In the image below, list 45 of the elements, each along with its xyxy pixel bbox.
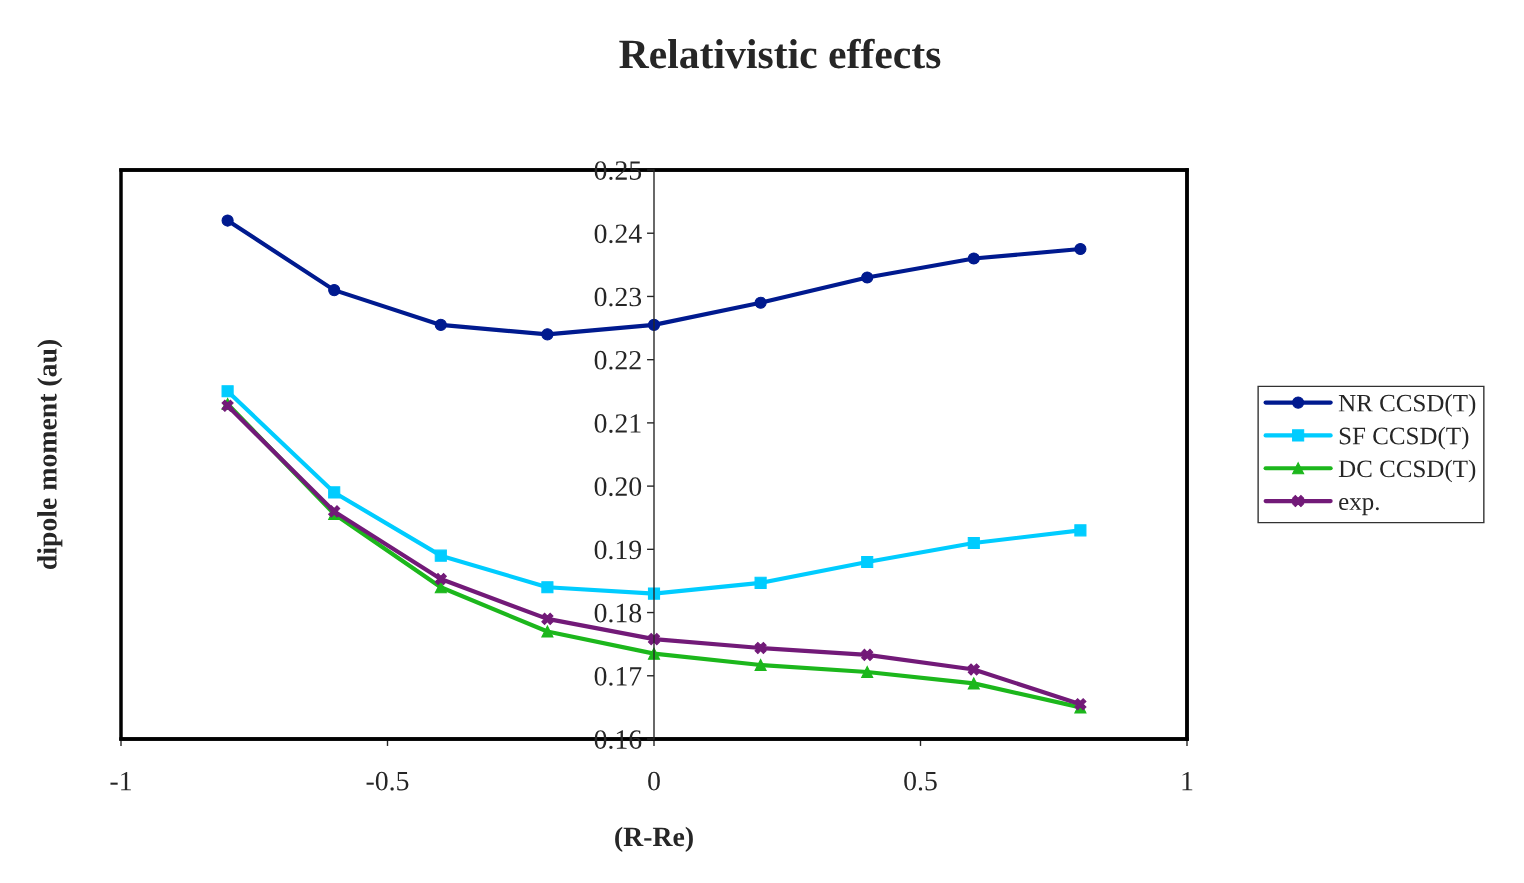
- point: [541, 328, 554, 341]
- y-tick-label: 0.24: [594, 224, 642, 244]
- legend-label: SF CCSD(T): [1339, 426, 1469, 450]
- y-tick-label: 0.21: [594, 414, 641, 433]
- point: [861, 648, 874, 661]
- point: [861, 271, 874, 284]
- y-tick-label: 0.23: [594, 287, 642, 307]
- chart-title: Relativistic effects: [619, 38, 941, 69]
- point: [328, 486, 341, 499]
- x-tick-label: -0.5: [366, 771, 409, 791]
- y-tick-label: 0.17: [594, 666, 642, 686]
- y-tick-label: 0.20: [594, 477, 642, 497]
- legend-label: exp.: [1339, 498, 1379, 516]
- point: [967, 536, 980, 550]
- x-tick-label: 0.5: [904, 771, 937, 791]
- point: [861, 555, 874, 569]
- point: [754, 296, 767, 309]
- point: [967, 677, 980, 690]
- point: [434, 572, 447, 586]
- point: [434, 549, 447, 562]
- legend-label: NR CCSD(T): [1338, 394, 1476, 417]
- point: [967, 663, 980, 676]
- point: [754, 576, 767, 589]
- point: [541, 612, 554, 625]
- point: [861, 665, 874, 679]
- y-axis-title: dipole moment (au): [37, 339, 63, 570]
- y-tick-label: 0.19: [594, 540, 642, 560]
- point: [328, 284, 341, 297]
- point: [221, 385, 234, 398]
- x-tick-label: -1: [110, 771, 131, 791]
- point: [754, 658, 767, 672]
- legend-label: DC CCSD(T): [1338, 459, 1476, 483]
- point: [541, 581, 554, 594]
- point: [541, 625, 554, 638]
- point: [221, 214, 234, 227]
- point: [1074, 524, 1087, 537]
- point: [754, 641, 767, 655]
- x-tick-label: 0: [648, 771, 660, 791]
- x-tick-label: 1: [1182, 771, 1193, 791]
- point: [434, 318, 447, 331]
- point: [967, 252, 980, 265]
- y-tick-label: 0.22: [594, 350, 641, 370]
- y-tick-label: 0.18: [594, 603, 642, 623]
- x-axis-title: (R-Re): [615, 826, 693, 852]
- point: [1074, 242, 1087, 256]
